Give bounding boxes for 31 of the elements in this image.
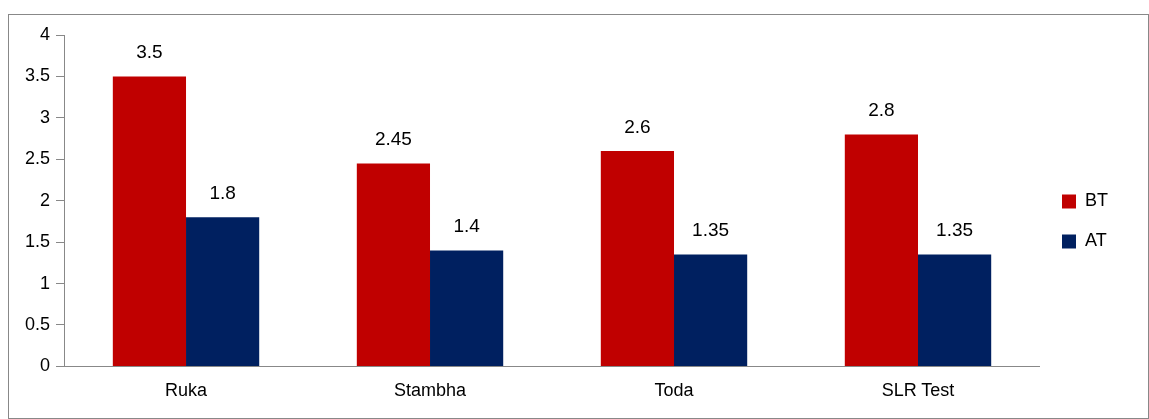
data-label: 2.45 — [374, 128, 412, 150]
legend-label: BT — [1085, 190, 1109, 211]
data-label: 1.4 — [453, 215, 481, 237]
y-tick-label: 2.5 — [24, 148, 51, 169]
y-tick-label: 0.5 — [24, 313, 51, 334]
bar — [600, 150, 675, 366]
data-label: 1.35 — [936, 219, 974, 241]
legend-label: AT — [1085, 230, 1107, 251]
x-tick-label: Toda — [654, 380, 695, 401]
bar — [112, 76, 187, 366]
data-label: 3.5 — [136, 41, 163, 63]
bar — [356, 163, 431, 366]
y-tick-label: 0 — [40, 355, 51, 376]
x-tick-label: Ruka — [165, 380, 209, 401]
y-tick-label: 1.5 — [24, 231, 51, 252]
data-label: 2.6 — [624, 115, 651, 137]
bar — [430, 250, 504, 366]
y-tick-label: 2 — [40, 189, 51, 210]
x-tick-label: SLR Test — [881, 380, 955, 401]
y-tick-label: 1 — [40, 272, 51, 293]
y-tick-label: 4 — [40, 23, 51, 44]
x-tick-label: Stambha — [393, 380, 468, 401]
data-label: 1.8 — [209, 182, 236, 203]
data-label: 2.8 — [868, 99, 895, 121]
y-tick-label: 3 — [40, 106, 51, 127]
bar — [674, 254, 748, 366]
y-tick-label: 3.5 — [24, 65, 51, 86]
data-label: 1.35 — [692, 219, 730, 241]
bar — [918, 254, 992, 366]
bar — [844, 134, 918, 366]
bar — [186, 217, 260, 366]
